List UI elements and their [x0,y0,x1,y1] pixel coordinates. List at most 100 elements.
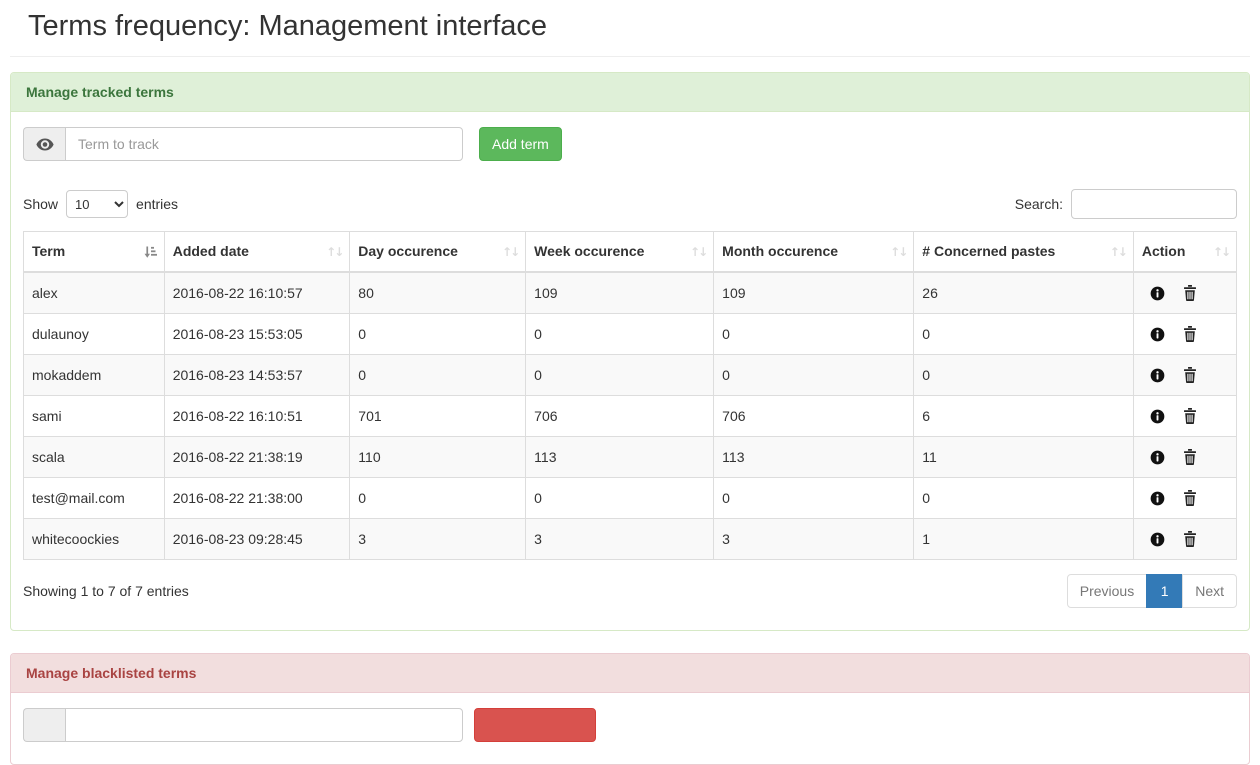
table-row: alex 2016-08-22 16:10:57 80 109 109 26 [23,271,1238,314]
table-row: sami 2016-08-22 16:10:51 701 706 706 6 [23,395,1238,437]
blacklist-add-button[interactable] [474,708,596,742]
table-row: scala 2016-08-22 21:38:19 110 113 113 11 [23,436,1238,478]
sort-both-icon: ↑ ↓ [326,244,344,259]
cell-month: 706 [713,395,915,437]
column-header-week-occurence[interactable]: Week occurence ↑ ↓ [525,231,715,273]
cell-added: 2016-08-23 09:28:45 [163,518,351,560]
trash-icon[interactable] [1183,408,1197,424]
info-circle-icon[interactable] [1150,327,1165,342]
cell-pastes: 11 [913,436,1134,478]
pagination: Previous 1 Next [1066,574,1237,608]
column-label: Action [1141,243,1186,259]
blacklist-term-input[interactable] [65,708,463,742]
column-label: Day occurence [358,243,458,259]
entries-label: entries [136,196,179,212]
info-circle-icon[interactable] [1150,409,1165,424]
term-to-track-input[interactable] [65,127,463,161]
info-circle-icon[interactable] [1150,491,1165,506]
column-label: Week occurence [534,243,645,259]
pagination-previous[interactable]: Previous [1066,574,1148,608]
cell-term: mokaddem [23,354,165,396]
title-divider [10,56,1250,57]
cell-added: 2016-08-23 15:53:05 [163,313,351,355]
column-header-concerned-pastes[interactable]: # Concerned pastes ↑ ↓ [913,231,1134,273]
datatable-footer: Showing 1 to 7 of 7 entries Previous 1 N… [23,574,1237,608]
cell-day: 0 [349,477,527,519]
cell-day: 0 [349,313,527,355]
cell-week: 0 [525,354,715,396]
cell-week: 113 [525,436,715,478]
page-title: Terms frequency: Management interface [28,10,548,42]
info-circle-icon[interactable] [1150,368,1165,383]
term-input-group [23,127,463,161]
trash-icon[interactable] [1183,449,1197,465]
table-row: mokaddem 2016-08-23 14:53:57 0 0 0 0 [23,354,1238,396]
trash-icon[interactable] [1183,531,1197,547]
blacklisted-terms-panel: Manage blacklisted terms [10,653,1250,765]
cell-day: 701 [349,395,527,437]
trash-icon[interactable] [1183,367,1197,383]
cell-pastes: 1 [913,518,1134,560]
add-term-button[interactable]: Add term [479,127,562,161]
cell-pastes: 0 [913,313,1134,355]
cell-term: alex [23,271,165,314]
cell-week: 109 [525,271,715,314]
page-length-control: Show 10 entries [23,190,178,218]
cell-added: 2016-08-22 16:10:57 [163,271,351,314]
pagination-page-1[interactable]: 1 [1146,574,1184,608]
table-row: dulaunoy 2016-08-23 15:53:05 0 0 0 0 [23,313,1238,355]
add-term-row: Add term [23,127,1237,161]
cell-month: 3 [713,518,915,560]
cell-action [1132,436,1238,478]
table-info-text: Showing 1 to 7 of 7 entries [23,583,189,599]
sort-both-icon: ↑ ↓ [890,244,908,259]
blacklist-input-addon-icon [23,708,65,742]
cell-added: 2016-08-23 14:53:57 [163,354,351,396]
cell-term: dulaunoy [23,313,165,355]
cell-pastes: 6 [913,395,1134,437]
table-header-row: Term Added date ↑ ↓ Day occurence ↑ ↓ Week occu… [23,231,1238,273]
column-header-term[interactable]: Term [23,231,165,273]
column-header-action[interactable]: Action ↑ ↓ [1132,231,1238,273]
tracked-terms-tbody: alex 2016-08-22 16:10:57 80 109 109 26 dulauno… [23,271,1238,560]
cell-pastes: 26 [913,271,1134,314]
search-input[interactable] [1071,189,1237,219]
tracked-terms-panel: Manage tracked terms Add term Show [10,72,1250,631]
page-length-select[interactable]: 10 [66,190,129,218]
page-root: Terms frequency: Management interface Ma… [0,10,1260,765]
cell-added: 2016-08-22 21:38:19 [163,436,351,478]
show-label: Show [23,196,59,212]
cell-action [1132,354,1238,396]
blacklisted-terms-panel-header: Manage blacklisted terms [11,654,1249,693]
column-label: # Concerned pastes [922,243,1056,259]
trash-icon[interactable] [1183,326,1197,342]
cell-term: scala [23,436,165,478]
trash-icon[interactable] [1183,285,1197,301]
column-header-day-occurence[interactable]: Day occurence ↑ ↓ [349,231,527,273]
cell-day: 3 [349,518,527,560]
info-circle-icon[interactable] [1150,286,1165,301]
column-label: Added date [172,243,249,259]
cell-action [1132,477,1238,519]
tracked-terms-panel-header: Manage tracked terms [11,73,1249,112]
cell-action [1132,518,1238,560]
cell-added: 2016-08-22 21:38:00 [163,477,351,519]
column-header-added-date[interactable]: Added date ↑ ↓ [163,231,351,273]
trash-icon[interactable] [1183,490,1197,506]
info-circle-icon[interactable] [1150,532,1165,547]
cell-day: 0 [349,354,527,396]
pagination-next[interactable]: Next [1182,574,1237,608]
column-header-month-occurence[interactable]: Month occurence ↑ ↓ [713,231,915,273]
cell-month: 109 [713,271,915,314]
cell-month: 0 [713,313,915,355]
sort-both-icon: ↑ ↓ [690,244,708,259]
cell-week: 0 [525,313,715,355]
table-row: whitecoockies 2016-08-23 09:28:45 3 3 3 1 [23,518,1238,560]
cell-action [1132,395,1238,437]
cell-action [1132,313,1238,355]
cell-term: sami [23,395,165,437]
column-label: Term [32,243,66,259]
info-circle-icon[interactable] [1150,450,1165,465]
cell-pastes: 0 [913,354,1134,396]
cell-week: 0 [525,477,715,519]
